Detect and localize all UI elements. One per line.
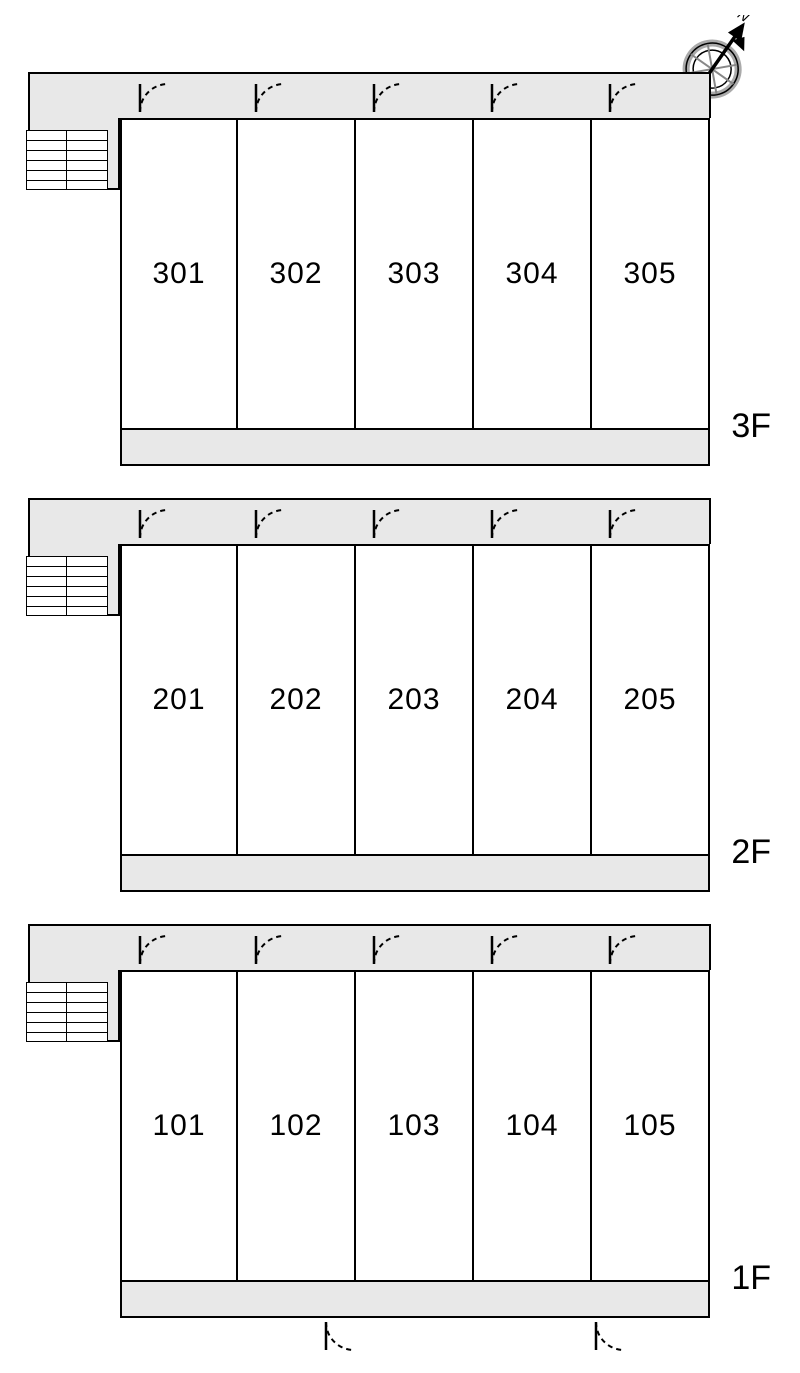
unit-label: 201 xyxy=(152,683,205,717)
floor-label-2f: 2F xyxy=(731,833,771,872)
unit-101: 101 xyxy=(120,970,238,1282)
balcony-3f xyxy=(120,430,710,466)
ground-entrance-door-icon xyxy=(588,1322,628,1362)
stairs-1f xyxy=(26,982,108,1042)
unit-204: 204 xyxy=(474,544,592,856)
balcony-2f xyxy=(120,856,710,892)
door-swing-icon xyxy=(248,498,288,538)
unit-102: 102 xyxy=(238,970,356,1282)
door-swing-icon xyxy=(132,498,172,538)
balcony-1f xyxy=(120,1282,710,1318)
door-swing-icon xyxy=(132,924,172,964)
door-swing-icon xyxy=(484,72,524,112)
unit-label: 303 xyxy=(387,257,440,291)
unit-label: 105 xyxy=(623,1109,676,1143)
door-swing-icon xyxy=(132,72,172,112)
unit-104: 104 xyxy=(474,970,592,1282)
unit-303: 303 xyxy=(356,118,474,430)
door-swing-icon xyxy=(248,924,288,964)
door-swing-icon xyxy=(602,924,642,964)
unit-label: 104 xyxy=(505,1109,558,1143)
building-outline-2f: 201 202 203 204 205 2F xyxy=(28,498,711,894)
unit-label: 102 xyxy=(269,1109,322,1143)
stairs-3f xyxy=(26,130,108,190)
unit-label: 101 xyxy=(152,1109,205,1143)
unit-201: 201 xyxy=(120,544,238,856)
unit-label: 304 xyxy=(505,257,558,291)
unit-304: 304 xyxy=(474,118,592,430)
unit-301: 301 xyxy=(120,118,238,430)
unit-label: 204 xyxy=(505,683,558,717)
unit-302: 302 xyxy=(238,118,356,430)
door-swing-icon xyxy=(484,498,524,538)
floor-label-3f: 3F xyxy=(731,407,771,446)
door-swing-icon xyxy=(602,498,642,538)
door-swing-icon xyxy=(366,924,406,964)
unit-202: 202 xyxy=(238,544,356,856)
units-row-1f: 101 102 103 104 105 xyxy=(120,970,710,1282)
unit-203: 203 xyxy=(356,544,474,856)
unit-105: 105 xyxy=(592,970,710,1282)
unit-label: 203 xyxy=(387,683,440,717)
door-swing-icon xyxy=(248,72,288,112)
units-row-2f: 201 202 203 204 205 xyxy=(120,544,710,856)
unit-103: 103 xyxy=(356,970,474,1282)
door-swing-icon xyxy=(484,924,524,964)
door-swing-icon xyxy=(602,72,642,112)
floor-plan-3f: 301 302 303 304 305 3F xyxy=(28,72,773,468)
floor-plan-1f: 101 102 103 104 105 1F xyxy=(28,924,773,1320)
units-row-3f: 301 302 303 304 305 xyxy=(120,118,710,430)
ground-entrance-door-icon xyxy=(318,1322,358,1362)
stairs-2f xyxy=(26,556,108,616)
unit-label: 103 xyxy=(387,1109,440,1143)
unit-label: 205 xyxy=(623,683,676,717)
door-swing-icon xyxy=(366,72,406,112)
floor-label-1f: 1F xyxy=(731,1259,771,1298)
unit-label: 202 xyxy=(269,683,322,717)
unit-label: 301 xyxy=(152,257,205,291)
door-swing-icon xyxy=(366,498,406,538)
unit-label: 302 xyxy=(269,257,322,291)
unit-305: 305 xyxy=(592,118,710,430)
unit-205: 205 xyxy=(592,544,710,856)
floor-plan-2f: 201 202 203 204 205 2F xyxy=(28,498,773,894)
building-outline-1f: 101 102 103 104 105 1F xyxy=(28,924,711,1320)
unit-label: 305 xyxy=(623,257,676,291)
building-outline-3f: 301 302 303 304 305 3F xyxy=(28,72,711,468)
